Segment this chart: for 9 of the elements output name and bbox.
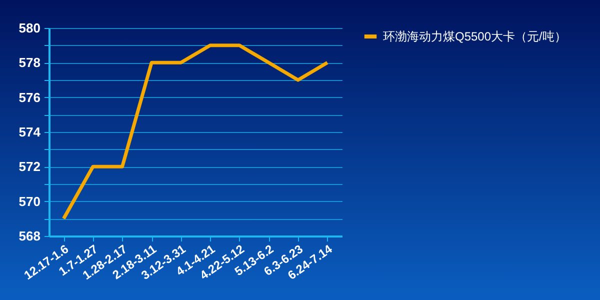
y-tick-label: 572: [18, 159, 40, 174]
y-tick-label: 580: [18, 20, 40, 36]
y-tick-label: 570: [18, 194, 40, 209]
legend-label: 环渤海动力煤Q5500大卡（元/吨）: [383, 30, 566, 44]
line-series: [62, 44, 330, 220]
y-tick-label: 574: [18, 124, 42, 140]
y-tick-label: 576: [18, 90, 40, 105]
y-tick-label: 578: [18, 55, 40, 70]
y-tick-label: 568: [18, 228, 40, 244]
